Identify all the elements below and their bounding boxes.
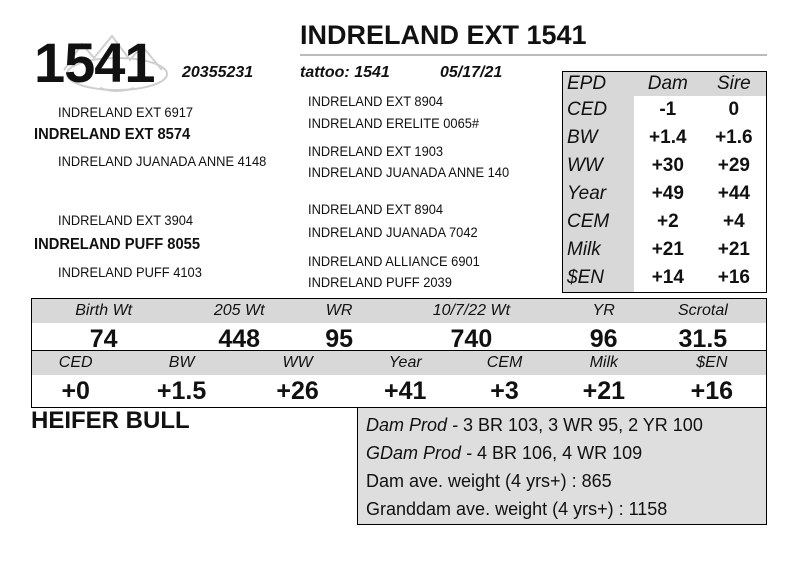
dam-sire: INDRELAND EXT 3904 xyxy=(58,212,194,228)
birth-date: 05/17/21 xyxy=(440,64,503,81)
epd-trait: WW xyxy=(562,152,634,180)
epd-trait: $EN xyxy=(562,264,634,293)
gdam-prod-value: 4 BR 106, 4 WR 109 xyxy=(477,443,643,463)
wr-value: 95 xyxy=(325,324,354,353)
scrotal-header: Scrotal xyxy=(639,298,767,323)
dam-header: Dam xyxy=(633,71,702,96)
dam-epd: +1.4 xyxy=(649,127,687,148)
gdam-prod-label: GDam Prod - xyxy=(366,443,478,463)
sire-sire: INDRELAND EXT 6917 xyxy=(58,104,194,120)
animal-name: INDRELAND EXT 1541 xyxy=(300,20,587,50)
epd-trait: CED xyxy=(562,96,634,124)
wt-205-header: 205 Wt xyxy=(175,298,304,323)
ww-value: +26 xyxy=(276,376,319,405)
sire-epd: +44 xyxy=(717,183,750,204)
year-value: +41 xyxy=(384,376,427,405)
epd-row: BW +1.4 +1.6 xyxy=(562,124,767,152)
epd-trait: Year xyxy=(562,180,634,208)
sire-epd: +29 xyxy=(717,155,750,176)
recent-wt-value: 740 xyxy=(450,324,493,353)
ranch-logo xyxy=(63,34,168,92)
sire-epd: 0 xyxy=(728,99,740,120)
epd-row: Year +49 +44 xyxy=(562,180,767,208)
performance-header: Birth Wt 205 Wt WR 10/7/22 Wt YR Scrotal xyxy=(31,298,767,323)
tattoo: tattoo: 1541 xyxy=(300,64,390,81)
wt-205-value: 448 xyxy=(218,324,261,353)
epd-row: Milk +21 +21 xyxy=(562,236,767,264)
class-label: HEIFER BULL xyxy=(31,407,190,434)
bw-value: +1.5 xyxy=(156,376,207,405)
epd-header: EPD xyxy=(562,71,634,96)
scrotal-value: 31.5 xyxy=(678,324,728,353)
dam-prod-label: Dam Prod - xyxy=(366,415,464,435)
title-divider xyxy=(300,54,767,56)
sire-dam-dam: INDRELAND JUANADA ANNE 140 xyxy=(308,164,510,180)
milk-header: Milk xyxy=(550,350,658,375)
en-value: +16 xyxy=(690,376,734,405)
dam-epd: +2 xyxy=(656,211,679,232)
ced-value: +0 xyxy=(61,376,90,405)
dam-epd: +14 xyxy=(651,267,684,288)
dam-sire-sire: INDRELAND EXT 8904 xyxy=(308,201,444,217)
dam-prod-line: Dam Prod - 3 BR 103, 3 WR 95, 2 YR 100 xyxy=(366,411,758,439)
registration-number: 20355231 xyxy=(182,64,254,81)
yr-header: YR xyxy=(567,298,640,323)
gdam-prod-line: GDam Prod - 4 BR 106, 4 WR 109 xyxy=(366,439,758,467)
sire: INDRELAND EXT 8574 xyxy=(34,126,191,143)
epd-row: CEM +2 +4 xyxy=(562,208,767,236)
yr-value: 96 xyxy=(589,324,618,353)
production-box: Dam Prod - 3 BR 103, 3 WR 95, 2 YR 100 G… xyxy=(357,407,767,525)
dam-epd: +21 xyxy=(651,239,684,260)
sire-header: Sire xyxy=(701,71,767,96)
wr-header: WR xyxy=(303,298,376,323)
parent-epd-header: EPD Dam Sire xyxy=(562,71,767,96)
birth-wt-header: Birth Wt xyxy=(31,298,176,323)
calf-epd-values: +0 +1.5 +26 +41 +3 +21 +16 xyxy=(32,375,767,408)
dam-dam: INDRELAND PUFF 4103 xyxy=(58,264,202,280)
dam-epd: -1 xyxy=(659,99,677,120)
dam-prod-value: 3 BR 103, 3 WR 95, 2 YR 100 xyxy=(463,415,703,435)
dam-epd: +30 xyxy=(651,155,684,176)
performance-values: 74 448 95 740 96 31.5 xyxy=(32,323,767,356)
lot-number: 1541 xyxy=(34,31,156,94)
cem-header: CEM xyxy=(459,350,551,375)
granddam-ave-weight: Granddam ave. weight (4 yrs+) : 1158 xyxy=(366,499,668,519)
epd-row: CED -1 0 xyxy=(562,96,767,124)
sire-epd: +16 xyxy=(717,267,750,288)
sire-epd: +4 xyxy=(723,211,745,232)
bw-header: BW xyxy=(119,350,244,375)
dam-dam-dam: INDRELAND PUFF 2039 xyxy=(308,274,452,290)
cem-value: +3 xyxy=(490,376,519,405)
dam-sire-dam: INDRELAND JUANADA 7042 xyxy=(308,224,478,240)
epd-row: WW +30 +29 xyxy=(562,152,767,180)
dam-epd: +49 xyxy=(651,183,684,204)
sire-epd: +1.6 xyxy=(715,127,753,148)
calf-epd-header: CED BW WW Year CEM Milk $EN xyxy=(31,350,767,375)
dam-ave-weight: Dam ave. weight (4 yrs+) : 865 xyxy=(366,471,612,491)
calf-epd-table: CED BW WW Year CEM Milk $EN +0 +1.5 +26 … xyxy=(31,350,767,408)
en-header: $EN xyxy=(657,350,767,375)
ced-header: CED xyxy=(31,350,120,375)
parent-epd-table: EPD Dam Sire CED -1 0 BW +1.4 +1.6 WW +3… xyxy=(562,71,767,293)
sire-sire-sire: INDRELAND EXT 8904 xyxy=(308,93,444,109)
year-header: Year xyxy=(351,350,460,375)
sire-epd: +21 xyxy=(717,239,750,260)
epd-trait: CEM xyxy=(562,208,634,236)
sire-sire-dam: INDRELAND ERELITE 0065# xyxy=(308,115,480,131)
birth-wt-value: 74 xyxy=(89,324,118,353)
dam: INDRELAND PUFF 8055 xyxy=(34,236,201,253)
performance-table: Birth Wt 205 Wt WR 10/7/22 Wt YR Scrotal… xyxy=(31,298,767,356)
ww-header: WW xyxy=(243,350,352,375)
milk-value: +21 xyxy=(582,376,626,405)
epd-trait: BW xyxy=(562,124,634,152)
epd-row: $EN +14 +16 xyxy=(562,264,767,293)
sire-dam: INDRELAND JUANADA ANNE 4148 xyxy=(58,153,267,169)
epd-trait: Milk xyxy=(562,236,634,264)
dam-dam-sire: INDRELAND ALLIANCE 6901 xyxy=(308,253,480,269)
sire-dam-sire: INDRELAND EXT 1903 xyxy=(308,143,444,159)
recent-wt-header: 10/7/22 Wt xyxy=(375,298,568,323)
